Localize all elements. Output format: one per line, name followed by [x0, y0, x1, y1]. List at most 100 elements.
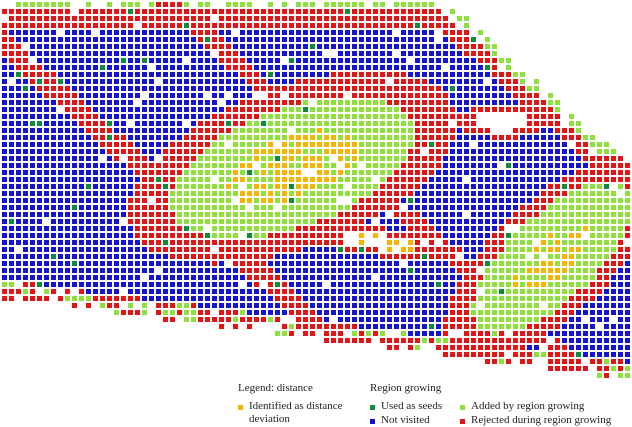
- point: [121, 261, 126, 266]
- point: [65, 114, 70, 119]
- point: [142, 310, 147, 315]
- point: [170, 93, 175, 98]
- point: [534, 149, 539, 154]
- legend-swatch: [370, 405, 375, 410]
- point: [86, 156, 91, 161]
- point: [261, 268, 266, 273]
- point: [198, 212, 203, 217]
- point: [79, 156, 84, 161]
- point: [9, 170, 14, 175]
- point: [590, 142, 595, 147]
- point: [37, 58, 42, 63]
- point: [170, 219, 175, 224]
- point: [569, 212, 574, 217]
- point: [247, 212, 252, 217]
- point: [9, 219, 14, 224]
- point: [296, 170, 301, 175]
- point: [198, 226, 203, 231]
- point: [555, 163, 560, 168]
- point: [296, 121, 301, 126]
- point: [380, 16, 385, 21]
- point: [275, 128, 280, 133]
- point: [135, 44, 140, 49]
- point: [226, 100, 231, 105]
- point: [44, 240, 49, 245]
- point: [135, 177, 140, 182]
- point: [429, 86, 434, 91]
- point: [394, 2, 399, 7]
- point: [128, 44, 133, 49]
- point: [9, 135, 14, 140]
- point: [485, 170, 490, 175]
- point: [121, 142, 126, 147]
- point: [310, 205, 315, 210]
- point: [219, 282, 224, 287]
- point: [569, 121, 574, 126]
- point: [135, 247, 140, 252]
- point: [597, 261, 602, 266]
- point: [254, 310, 259, 315]
- point: [205, 240, 210, 245]
- point: [2, 58, 7, 63]
- point: [471, 296, 476, 301]
- point: [72, 275, 77, 280]
- point: [128, 296, 133, 301]
- point: [303, 310, 308, 315]
- point: [191, 86, 196, 91]
- point: [520, 79, 525, 84]
- point: [499, 345, 504, 350]
- point: [625, 331, 630, 336]
- point: [436, 170, 441, 175]
- point: [359, 44, 364, 49]
- point: [163, 37, 168, 42]
- point: [415, 2, 420, 7]
- point: [534, 226, 539, 231]
- point: [9, 296, 14, 301]
- point: [296, 233, 301, 238]
- point: [618, 212, 623, 217]
- point: [345, 338, 350, 343]
- point: [527, 93, 532, 98]
- point: [51, 51, 56, 56]
- point: [177, 261, 182, 266]
- point: [478, 86, 483, 91]
- point: [261, 44, 266, 49]
- point: [471, 205, 476, 210]
- point: [366, 72, 371, 77]
- point: [443, 93, 448, 98]
- point: [261, 240, 266, 245]
- point: [198, 303, 203, 308]
- point: [569, 345, 574, 350]
- point: [324, 324, 329, 329]
- point: [569, 331, 574, 336]
- point: [618, 275, 623, 280]
- point: [79, 65, 84, 70]
- point: [324, 128, 329, 133]
- point: [562, 128, 567, 133]
- point: [261, 23, 266, 28]
- point: [184, 23, 189, 28]
- point: [394, 184, 399, 189]
- point: [65, 170, 70, 175]
- point: [30, 86, 35, 91]
- point: [408, 128, 413, 133]
- point: [366, 65, 371, 70]
- point: [352, 324, 357, 329]
- point: [324, 212, 329, 217]
- point: [513, 135, 518, 140]
- point: [373, 170, 378, 175]
- point: [51, 254, 56, 259]
- point: [541, 205, 546, 210]
- point: [37, 100, 42, 105]
- point: [436, 226, 441, 231]
- point: [191, 121, 196, 126]
- point: [492, 303, 497, 308]
- point: [415, 296, 420, 301]
- point: [338, 72, 343, 77]
- point: [394, 149, 399, 154]
- point: [478, 254, 483, 259]
- point: [163, 79, 168, 84]
- point: [198, 156, 203, 161]
- point: [72, 268, 77, 273]
- point: [429, 142, 434, 147]
